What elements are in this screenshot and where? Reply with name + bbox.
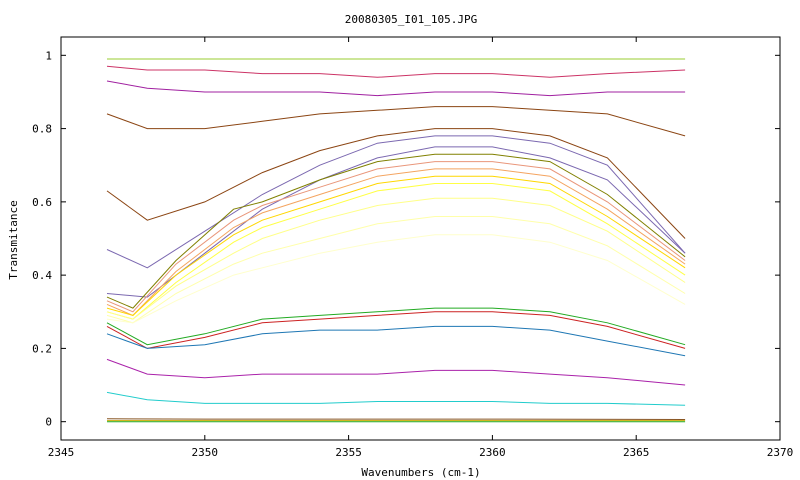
y-tick-label: 0.8 (32, 123, 52, 136)
series-line-13 (106, 197, 686, 320)
chart-title: 20080305_I01_105.JPG (345, 13, 477, 26)
series-line-8 (106, 153, 686, 309)
series-line-14 (106, 216, 686, 324)
series-line-4 (106, 106, 686, 137)
series-line-11 (106, 175, 686, 316)
x-tick-label: 2365 (623, 446, 650, 459)
series-line-9 (106, 161, 686, 313)
x-tick-label: 2345 (48, 446, 75, 459)
y-tick-label: 0.6 (32, 196, 52, 209)
series-line-21 (106, 418, 686, 420)
series-line-2 (106, 65, 686, 78)
series-line-20 (106, 391, 686, 406)
series-line-18 (106, 325, 686, 357)
x-tick-label: 2360 (479, 446, 506, 459)
plot-frame (60, 36, 781, 441)
series-line-3 (106, 80, 686, 97)
y-tick-label: 1 (45, 49, 52, 62)
series-line-17 (106, 311, 686, 349)
series-line-5 (106, 128, 686, 239)
x-axis-label: Wavenumbers (cm-1) (361, 466, 480, 479)
series-line-12 (106, 183, 686, 320)
series-line-15 (106, 234, 686, 324)
y-axis-label: Transmitance (7, 200, 20, 279)
series-layer (106, 58, 686, 423)
series-line-6 (106, 135, 686, 269)
y-tick-label: 0 (45, 416, 52, 429)
axis-ticks: 2345 2350 2355 2360 2365 2370 0 0.2 0.4 0.6 0.8 1 (32, 37, 793, 459)
series-line-16 (106, 307, 686, 346)
y-tick-label: 0.4 (32, 269, 52, 282)
x-tick-label: 2370 (767, 446, 794, 459)
x-tick-label: 2355 (335, 446, 362, 459)
x-tick-label: 2350 (192, 446, 219, 459)
series-line-10 (106, 168, 686, 316)
series-line-19 (106, 358, 686, 386)
y-tick-label: 0.2 (32, 342, 52, 355)
series-line-7 (106, 146, 686, 298)
